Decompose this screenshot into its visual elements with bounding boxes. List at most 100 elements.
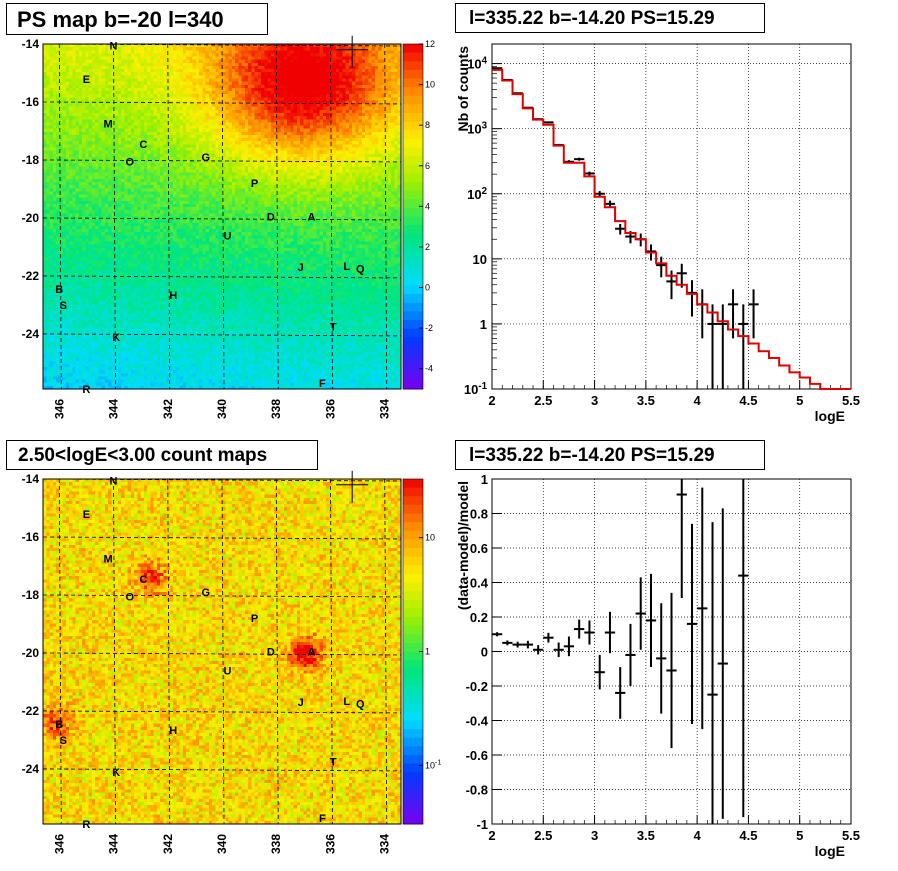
colorbar-segment <box>403 69 423 79</box>
x-tick-label: 3 <box>591 828 598 843</box>
grid-line-b <box>42 768 402 772</box>
colorbar-segment <box>403 479 423 489</box>
colorbar-tick-label: 2 <box>425 242 430 252</box>
colorbar-segment <box>403 556 423 566</box>
x-tick-label: 5 <box>796 393 803 408</box>
colorbar-segment <box>403 233 423 243</box>
y-tick-label: 0.6 <box>470 541 488 556</box>
data-point <box>584 171 595 176</box>
colorbar-segment <box>403 737 423 747</box>
y-tick-label: 102 <box>467 186 487 202</box>
colorbar-segment <box>403 207 423 217</box>
colorbar-segment <box>403 582 423 592</box>
data-point <box>574 619 585 639</box>
colorbar-segment <box>403 138 423 148</box>
x-tick-label: 4 <box>694 828 702 843</box>
colorbar-segment <box>403 164 423 174</box>
data-point <box>635 577 646 650</box>
x-tick-label: 3.5 <box>637 828 655 843</box>
grid-line-b <box>42 275 402 279</box>
grid-line-b <box>42 652 402 656</box>
colorbar-segment <box>403 242 423 252</box>
source-label-n: N <box>110 40 118 52</box>
colorbar-segment <box>403 608 423 618</box>
x-tick-label: 334 <box>378 834 392 854</box>
y-tick-label: 0 <box>481 645 488 660</box>
y-tick-label: -1 <box>476 817 488 832</box>
colorbar-segment <box>403 156 423 166</box>
colorbar-segment <box>403 190 423 200</box>
data-point <box>594 654 605 690</box>
y-tick-label: -16 <box>22 530 40 544</box>
colorbar-segment <box>403 660 423 670</box>
grid-line-l <box>275 43 279 390</box>
grid-line-l <box>58 478 62 825</box>
source-label-a: A <box>308 647 316 659</box>
colorbar-segment <box>403 87 423 97</box>
colorbar-segment <box>403 625 423 635</box>
count-map-title: 2.50<logE<3.00 count maps <box>6 440 318 470</box>
y-tick-label: -24 <box>22 327 40 341</box>
x-tick-label: 342 <box>161 834 175 854</box>
x-tick-label: 342 <box>161 399 175 419</box>
x-tick-label: 336 <box>323 834 337 854</box>
grid-line-b <box>42 101 402 105</box>
grid-line-l <box>221 43 225 390</box>
y-tick-label: -16 <box>22 95 40 109</box>
source-label-t: T <box>330 757 337 769</box>
source-label-d: D <box>267 212 275 224</box>
data-point <box>717 304 728 389</box>
x-tick-label: 2 <box>488 828 495 843</box>
colorbar-segment <box>403 530 423 540</box>
y-tick-label: -18 <box>22 588 40 602</box>
x-tick-label: 338 <box>269 399 283 419</box>
data-point <box>707 522 718 824</box>
source-label-p: P <box>251 178 258 190</box>
colorbar-segment <box>403 182 423 192</box>
colorbar-segment <box>403 789 423 799</box>
x-axis-label: logE <box>815 843 845 859</box>
plot-frame <box>491 43 852 390</box>
y-tick-label: -20 <box>22 211 40 225</box>
colorbar-segment <box>403 130 423 140</box>
colorbar-segment <box>403 173 423 183</box>
colorbar-segment <box>403 52 423 62</box>
source-label-u: U <box>223 665 231 677</box>
grid-line-l <box>113 478 116 825</box>
source-label-k: K <box>112 332 120 344</box>
colorbar-tick-label: -2 <box>425 323 433 333</box>
grid-line-l <box>384 478 388 825</box>
colorbar-tick-label: 12 <box>425 39 435 49</box>
colorbar-segment <box>403 113 423 123</box>
colorbar-segment <box>403 694 423 704</box>
data-point <box>738 304 749 389</box>
grid-line-b <box>42 333 402 337</box>
plot-background <box>492 44 851 389</box>
data-point <box>666 592 677 749</box>
colorbar-segment <box>403 61 423 71</box>
source-label-k: K <box>112 767 120 779</box>
colorbar-segment <box>403 780 423 790</box>
y-tick-label: -14 <box>22 472 40 486</box>
source-label-d: D <box>267 647 275 659</box>
colorbar-segment <box>403 302 423 312</box>
grid-line-b <box>42 536 402 540</box>
grid-line-l <box>330 43 333 390</box>
colorbar-segment <box>403 651 423 661</box>
colorbar-segment <box>403 522 423 532</box>
source-label-r: R <box>82 819 90 831</box>
source-label-g: G <box>201 587 210 599</box>
x-tick-label: 346 <box>52 399 66 419</box>
colorbar-segment <box>403 755 423 765</box>
source-label-m: M <box>104 119 113 131</box>
colorbar-tick-label: 10 <box>425 533 435 543</box>
colorbar-segment <box>403 539 423 549</box>
colorbar-tick-label: 8 <box>425 120 430 130</box>
plot-frame <box>491 478 852 825</box>
colorbar-segment <box>403 225 423 235</box>
grid-line-l <box>167 478 171 825</box>
y-tick-label: 1 <box>481 472 488 487</box>
colorbar-segment <box>403 617 423 627</box>
x-tick-label: 5.5 <box>842 828 860 843</box>
source-label-o: O <box>126 591 135 603</box>
